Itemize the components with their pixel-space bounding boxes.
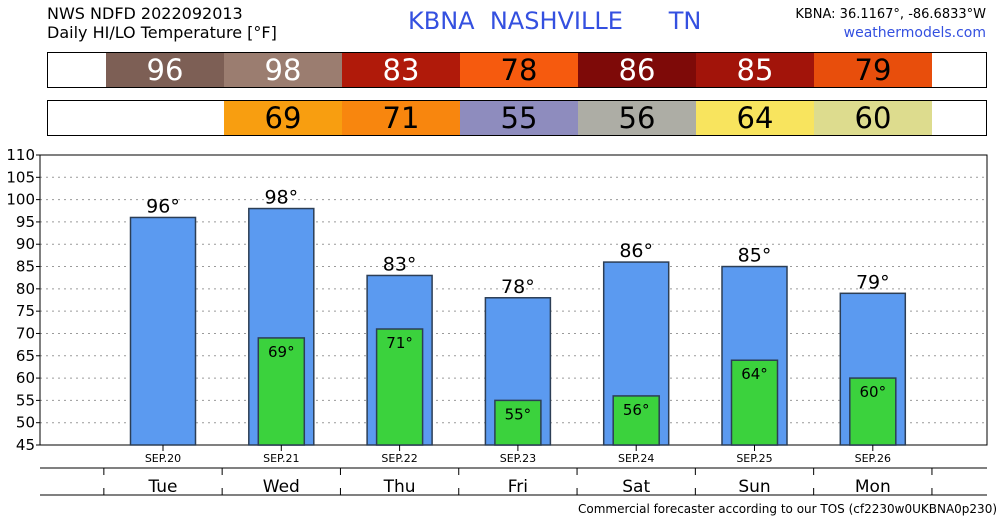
lo-bar-label: 71°: [386, 334, 413, 352]
date-label: SEP.25: [736, 452, 772, 465]
hi-bar-label: 78°: [501, 276, 535, 298]
header-coords: KBNA: 36.1167°, -86.6833°W: [795, 7, 986, 22]
y-tick-label: 55: [16, 391, 35, 409]
hi-strip-cell: 96: [106, 53, 224, 87]
footer-note: Commercial forecaster according to our T…: [578, 502, 998, 516]
lo-bar: [730, 359, 779, 446]
date-label: SEP.20: [145, 452, 181, 465]
y-tick-label: 80: [16, 280, 35, 298]
header-station: KBNA: [408, 7, 475, 35]
y-tick-label: 65: [16, 347, 35, 365]
lo-bar-label: 60°: [860, 383, 887, 401]
y-tick-label: 75: [16, 302, 35, 320]
hi-strip-cell: 83: [342, 53, 460, 87]
y-tick-label: 110: [6, 146, 35, 164]
lo-bar: [612, 395, 660, 446]
header-location: KBNA NASHVILLE TN: [408, 7, 701, 35]
lo-bar: [494, 399, 542, 446]
hi-bar-label: 79°: [856, 271, 890, 293]
hi-bar-label: 85°: [738, 245, 772, 267]
hi-bar-label: 83°: [383, 253, 417, 275]
y-tick-label: 50: [16, 414, 35, 432]
y-tick-label: 70: [16, 324, 35, 342]
lo-strip-cell: 60: [814, 101, 932, 135]
lo-strip-cell: 69: [224, 101, 342, 135]
lo-temp-strip: 69 71 55 56 64 60: [47, 100, 987, 136]
lo-strip-cell: 56: [578, 101, 696, 135]
date-label: SEP.22: [381, 452, 417, 465]
header-site-link[interactable]: weathermodels.com: [843, 25, 986, 41]
day-label: Thu: [383, 477, 416, 497]
hi-strip-cell: 98: [224, 53, 342, 87]
y-tick-label: 85: [16, 258, 35, 276]
lo-strip-cell: 64: [696, 101, 814, 135]
day-label: Wed: [263, 477, 300, 497]
header-state: TN: [668, 7, 702, 35]
hi-bar-label: 86°: [619, 240, 653, 262]
hi-bar: [129, 216, 197, 446]
header-model-run: NWS NDFD 2022092013: [47, 4, 243, 23]
hi-bar-label: 96°: [146, 195, 180, 217]
day-label: Fri: [508, 477, 528, 497]
lo-strip-cell: 71: [342, 101, 460, 135]
lo-bar: [257, 337, 306, 446]
y-tick-label: 45: [16, 436, 35, 454]
y-tick-label: 60: [16, 369, 35, 387]
header-meta: KBNA: 36.1167°, -86.6833°W weathermodels…: [795, 5, 986, 43]
hi-strip-cell: 86: [578, 53, 696, 87]
day-label: Mon: [855, 477, 891, 497]
lo-bar-label: 64°: [741, 365, 768, 383]
day-label: Tue: [147, 477, 177, 497]
header-product: Daily HI/LO Temperature [°F]: [47, 23, 277, 42]
date-label: SEP.23: [500, 452, 536, 465]
day-label: Sun: [738, 477, 770, 497]
day-label: Sat: [622, 477, 650, 497]
y-tick-label: 105: [6, 168, 35, 186]
hi-strip-cell: 79: [814, 53, 932, 87]
lo-bar: [375, 328, 424, 446]
lo-strip-cell: 55: [460, 101, 578, 135]
header-info: NWS NDFD 2022092013 Daily HI/LO Temperat…: [47, 4, 277, 42]
lo-bar-label: 69°: [268, 343, 295, 361]
hi-temp-strip: 96 98 83 78 86 85 79: [47, 52, 987, 88]
date-label: SEP.24: [618, 452, 654, 465]
lo-bar-label: 55°: [505, 405, 532, 423]
header-city: NASHVILLE: [489, 7, 623, 35]
lo-bar-label: 56°: [623, 401, 650, 419]
lo-bar: [849, 377, 897, 446]
y-tick-label: 100: [6, 191, 35, 209]
hi-strip-cell: 85: [696, 53, 814, 87]
hi-bar-label: 98°: [264, 187, 298, 209]
hi-strip-cell: 78: [460, 53, 578, 87]
y-tick-label: 90: [16, 235, 35, 253]
date-label: SEP.26: [855, 452, 891, 465]
date-label: SEP.21: [263, 452, 299, 465]
y-tick-label: 95: [16, 213, 35, 231]
